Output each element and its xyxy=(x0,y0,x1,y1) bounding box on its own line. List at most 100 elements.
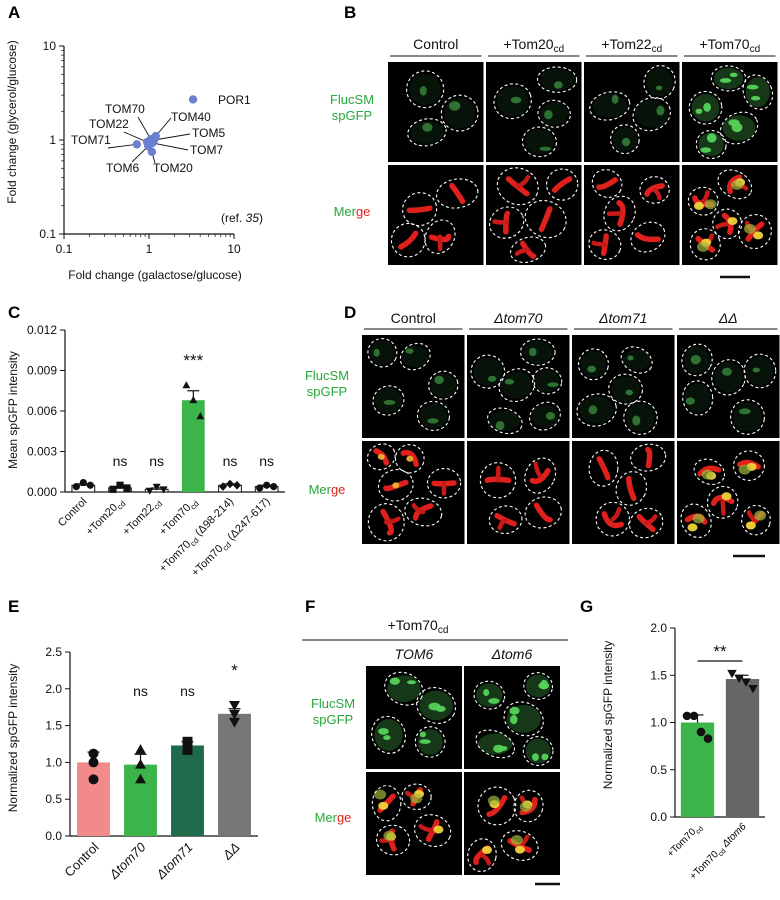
green-puncta xyxy=(383,400,396,405)
micrograph-background xyxy=(388,62,484,162)
cell-outline xyxy=(414,726,446,758)
green-puncta xyxy=(625,389,634,396)
green-puncta xyxy=(544,110,553,120)
panel-b-micrograph-merge xyxy=(388,165,484,265)
cell-outline xyxy=(513,789,544,823)
panel-g-replicate-point xyxy=(727,669,737,679)
cell-outline xyxy=(366,443,396,471)
mitochondria xyxy=(596,456,611,481)
panel-c-replicate-point xyxy=(189,396,198,404)
mitochondria xyxy=(484,476,512,484)
micrograph-background xyxy=(677,335,780,438)
cell-outline xyxy=(688,90,723,125)
cell-outline xyxy=(413,814,452,847)
green-puncta xyxy=(529,347,537,357)
cell-outline xyxy=(521,126,558,158)
panel-c-replicate-point xyxy=(145,487,154,495)
panel-f-micrograph-spgfp xyxy=(464,666,560,769)
panel-e-replicate-point xyxy=(229,709,240,720)
panel-c-replicate-point xyxy=(123,484,131,492)
green-puncta xyxy=(510,96,522,104)
panel-b-micrograph-spgfp xyxy=(682,62,778,162)
panel-b-column-title: Control xyxy=(413,36,458,52)
colocalized-puncta xyxy=(743,223,756,234)
green-puncta xyxy=(499,745,508,751)
panel-e-category-label: Control xyxy=(61,839,101,879)
panel-e-bar-chart: Normalized spGFP intensity 0.0 0.5 1.0 1.5 2… xyxy=(6,645,258,883)
panel-a-leader-line xyxy=(154,133,191,141)
panel-c-replicate-point xyxy=(270,483,278,491)
panel-a-x-tick-label: 1 xyxy=(146,242,153,256)
panel-d-micrograph-spgfp xyxy=(572,335,675,438)
mitochondria xyxy=(515,174,531,189)
panel-c-bar xyxy=(181,400,205,492)
cell-outline xyxy=(630,221,666,253)
green-puncta xyxy=(510,714,518,725)
mitochondria xyxy=(715,221,730,230)
panel-a-ylabel: Fold change (glycerol/glucose) xyxy=(5,40,19,203)
panel-e-y-tick-label: 1.5 xyxy=(45,719,62,733)
cell-outline xyxy=(488,505,523,535)
cell-signal xyxy=(419,403,448,429)
green-puncta xyxy=(685,397,695,405)
panel-a-point-label: TOM20 xyxy=(153,161,193,175)
green-puncta xyxy=(746,84,759,90)
green-puncta xyxy=(405,348,414,354)
green-puncta xyxy=(588,405,598,415)
green-puncta xyxy=(729,72,738,78)
mitochondria xyxy=(411,503,426,515)
panel-a-scatter: Fold change (glycerol/glucose) Fold chan… xyxy=(5,39,263,282)
panel-e-y-tick-label: 0.5 xyxy=(45,792,62,806)
green-puncta xyxy=(627,355,634,361)
green-puncta xyxy=(488,375,497,382)
panel-d-micrograph-spgfp xyxy=(677,335,780,438)
panel-d-row-label-merge: Merge xyxy=(309,482,346,497)
mitochondria xyxy=(384,516,401,525)
mitochondria xyxy=(643,514,658,526)
cell-signal xyxy=(524,129,554,155)
mitochondria xyxy=(652,187,662,201)
cell-outline xyxy=(377,469,414,502)
cell-outline xyxy=(367,338,398,368)
cell-outline xyxy=(371,715,407,754)
cell-signal xyxy=(684,383,711,413)
green-puncta xyxy=(495,420,505,431)
cell-outline xyxy=(519,338,556,366)
mitochondria xyxy=(626,475,637,502)
mitochondria xyxy=(591,240,608,247)
colocalized-puncta xyxy=(738,464,751,475)
mitochondria xyxy=(533,502,553,523)
panel-g-ylabel: Normalized spGFP intensity xyxy=(601,641,615,790)
panel-c-category-label: +Tom22cd xyxy=(120,496,164,540)
cell-outline xyxy=(681,343,713,377)
cell-outline xyxy=(537,99,571,128)
panel-e-y-tick-label: 2.0 xyxy=(45,682,62,696)
colocalized-puncta xyxy=(687,523,698,532)
green-puncta xyxy=(383,735,391,741)
panel-c-y-tick-label: 0.000 xyxy=(27,485,57,499)
cell-outline xyxy=(603,195,636,232)
cell-outline xyxy=(741,504,771,536)
green-puncta xyxy=(504,379,515,385)
green-puncta xyxy=(488,698,500,704)
cell-outline xyxy=(394,444,425,474)
micrograph-background xyxy=(584,165,680,265)
cell-outline xyxy=(687,186,719,216)
colocalized-puncta xyxy=(692,513,705,524)
cell-outline xyxy=(402,192,438,227)
cell-signal xyxy=(646,67,673,97)
mitochondria xyxy=(486,795,508,817)
mitochondria xyxy=(383,479,409,492)
panel-a-reference: (ref. 35) xyxy=(221,211,263,225)
panel-e-y-tick-label: 0.0 xyxy=(45,829,62,843)
panel-e-ylabel: Normalized spGFP intensity xyxy=(6,664,20,813)
panel-c-significance: ns xyxy=(149,453,164,469)
panel-e-category-label: ΔΔ xyxy=(219,840,243,864)
panel-d-row-label-spgfp: spGFP xyxy=(307,384,347,399)
panel-c-replicate-point xyxy=(152,483,161,491)
mitochondria xyxy=(610,507,622,522)
colocalized-puncta xyxy=(701,469,714,480)
panel-d-micrograph-merge xyxy=(572,441,675,544)
cell-signal xyxy=(501,371,533,399)
panel-d-column-title: ΔΔ xyxy=(718,310,738,326)
